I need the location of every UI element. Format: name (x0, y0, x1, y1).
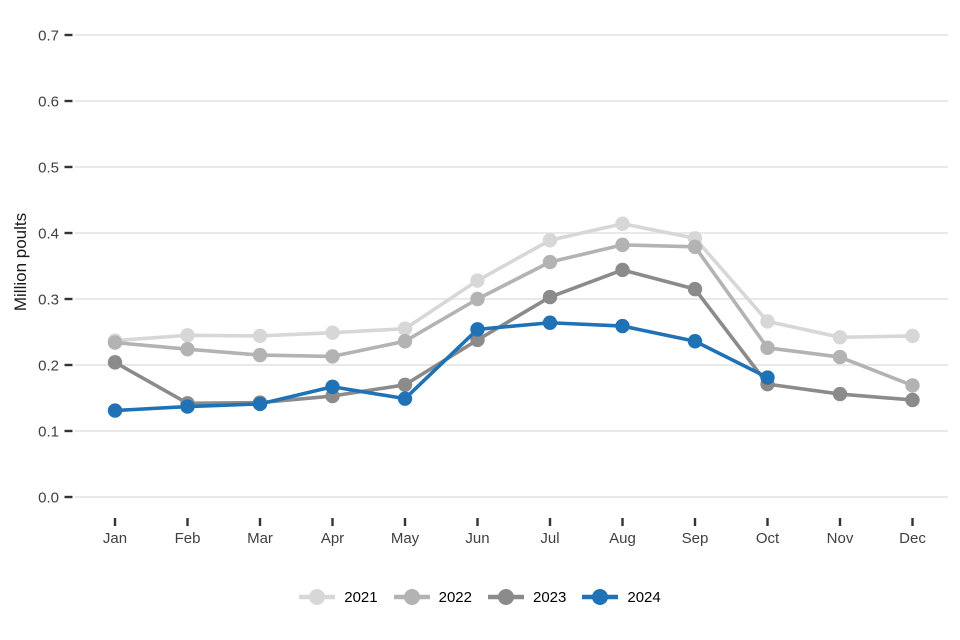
x-tick-label: Feb (175, 530, 201, 547)
y-tick-label: 0.5 (38, 159, 59, 176)
data-point-2024-Mar (252, 396, 268, 412)
y-tick-label: 0.0 (38, 489, 59, 506)
x-tick-label: May (391, 530, 420, 547)
legend-label: 2021 (344, 588, 378, 606)
x-tick-label: Jan (103, 530, 127, 547)
data-point-2021-Mar (252, 328, 268, 344)
y-tick-label: 0.6 (38, 93, 59, 110)
data-point-2024-Jan (107, 403, 123, 418)
legend-key-icon (299, 589, 336, 605)
data-point-2021-Nov (832, 330, 848, 345)
data-point-2021-Oct (760, 314, 775, 329)
series-line-2022 (113, 243, 915, 388)
data-point-2022-Oct (760, 340, 775, 356)
legend: 2021 2022 2023 2024 (0, 586, 960, 608)
x-tick-label: Jul (540, 530, 559, 547)
data-point-2023-Nov (832, 386, 848, 402)
data-point-2021-Feb (180, 328, 195, 343)
data-point-2023-Jan (107, 355, 123, 370)
data-point-2022-Feb (180, 341, 195, 357)
legend-item-2022: 2022 (393, 586, 472, 608)
legend-item-2024: 2024 (582, 586, 661, 608)
series-line-2021 (113, 221, 915, 343)
y-tick-label: 0.3 (38, 291, 59, 308)
data-point-2024-Aug (615, 318, 630, 334)
data-point-2022-Jul (542, 254, 558, 270)
legend-key-icon (488, 589, 524, 605)
x-tick-label: Sep (682, 530, 709, 547)
data-point-2024-Oct (760, 370, 775, 385)
data-point-2023-Jun (470, 332, 485, 348)
legend-label: 2024 (627, 588, 661, 606)
series-line-2024 (113, 320, 770, 413)
data-point-2021-Apr (325, 325, 340, 340)
data-point-2023-Aug (615, 262, 630, 278)
legend-label: 2022 (438, 588, 472, 606)
x-tick-label: Aug (609, 530, 636, 547)
data-point-2024-Sep (687, 334, 703, 349)
data-point-2022-Aug (615, 237, 630, 253)
data-point-2021-Aug (615, 216, 630, 231)
x-tick-label: Mar (247, 530, 273, 547)
x-tick-label: Nov (827, 530, 854, 547)
data-point-2023-Jul (542, 289, 558, 305)
data-point-2023-May (397, 377, 413, 392)
data-point-2022-Nov (832, 349, 848, 365)
x-tick-label: Oct (756, 530, 780, 547)
data-point-2022-Sep (687, 239, 703, 255)
legend-label: 2023 (533, 588, 567, 606)
data-point-2023-Dec (905, 392, 920, 408)
y-tick-label: 0.1 (38, 423, 59, 440)
legend-key-icon (582, 589, 619, 605)
data-point-2021-May (397, 321, 413, 336)
data-point-2024-Jul (542, 315, 558, 330)
data-point-2022-Apr (325, 349, 340, 364)
x-tick-label: Apr (321, 530, 344, 547)
legend-key-icon (393, 589, 430, 605)
y-tick-label: 0.4 (38, 225, 59, 242)
data-point-2022-Jun (470, 291, 485, 307)
data-point-2024-Jun (470, 322, 485, 337)
data-point-2024-Apr (325, 379, 340, 394)
y-tick-label: 0.7 (38, 27, 59, 44)
data-point-2021-Jun (470, 273, 485, 288)
y-tick-label: 0.2 (38, 357, 59, 374)
data-point-2021-Jul (542, 233, 558, 248)
data-point-2021-Dec (905, 328, 920, 344)
x-tick-label: Jun (465, 530, 489, 547)
data-point-2022-Mar (252, 347, 268, 363)
data-point-2022-May (397, 334, 413, 349)
legend-item-2021: 2021 (299, 586, 378, 608)
x-tick-label: Dec (899, 530, 926, 547)
legend-item-2023: 2023 (488, 586, 566, 608)
data-point-2022-Dec (905, 378, 920, 393)
data-point-2022-Jan (107, 335, 123, 350)
data-point-2024-May (397, 391, 413, 406)
data-point-2024-Feb (180, 399, 195, 414)
data-point-2023-Sep (687, 281, 703, 297)
